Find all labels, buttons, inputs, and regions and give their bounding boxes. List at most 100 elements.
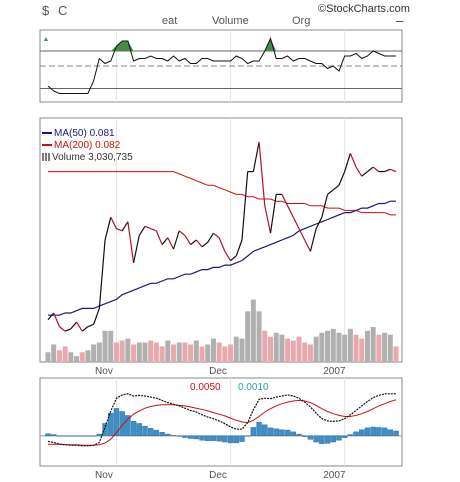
macd-histogram-bar bbox=[142, 425, 148, 437]
volume-bar bbox=[153, 342, 159, 362]
macd-histogram-bar bbox=[284, 429, 291, 437]
volume-bar bbox=[142, 342, 148, 362]
price-segment bbox=[355, 166, 363, 177]
macd-histogram-bar bbox=[187, 435, 194, 439]
price-segment bbox=[327, 189, 334, 195]
legend-ma50-value: 0.081 bbox=[89, 128, 115, 139]
price-segment bbox=[241, 171, 249, 241]
macd-histogram-bar bbox=[370, 426, 376, 437]
macd-histogram-bar bbox=[102, 423, 108, 437]
price-segment bbox=[218, 237, 226, 252]
price-panel bbox=[39, 117, 403, 363]
volume-bar bbox=[370, 326, 376, 362]
volume-bar bbox=[74, 356, 80, 362]
macd-histogram-bar bbox=[319, 435, 325, 445]
macd-histogram-bar bbox=[176, 435, 182, 437]
price-segment bbox=[332, 184, 340, 191]
legend-volume: Volume 3,030,735 bbox=[42, 152, 133, 163]
price-segment bbox=[252, 141, 260, 172]
macd-histogram-bar bbox=[381, 427, 388, 437]
macd-histogram-bar bbox=[364, 427, 371, 437]
macd-histogram-bar bbox=[250, 427, 257, 437]
volume-bar bbox=[113, 342, 119, 362]
volume-bar bbox=[296, 336, 302, 362]
macd-histogram-bar bbox=[108, 413, 114, 437]
price-segment bbox=[213, 232, 220, 239]
price-segment bbox=[361, 171, 368, 177]
volume-bar bbox=[359, 338, 365, 362]
volume-bar bbox=[307, 344, 313, 362]
volume-bar bbox=[56, 350, 62, 362]
price-segment bbox=[298, 228, 306, 241]
macd-histogram-bar bbox=[85, 435, 91, 437]
volume-bar bbox=[182, 342, 188, 362]
brand-link[interactable]: ©StockCharts.com bbox=[318, 3, 410, 15]
volume-bar bbox=[205, 344, 211, 362]
price-x-tick-label: 2007 bbox=[323, 366, 346, 377]
volume-bar bbox=[273, 332, 279, 362]
legend-ma50: MA(50) 0.081 bbox=[42, 128, 115, 139]
macd-histogram-bar bbox=[341, 435, 348, 438]
volume-bar bbox=[228, 344, 234, 362]
price-x-tick-label: Nov bbox=[95, 366, 113, 377]
volume-bar bbox=[176, 342, 182, 362]
symbol-glyph: $ bbox=[42, 3, 50, 18]
volume-bar bbox=[125, 338, 131, 362]
macd-histogram-bar bbox=[256, 421, 262, 437]
legend-ma200: MA(200) 0.082 bbox=[42, 140, 120, 151]
volume-bar bbox=[325, 330, 331, 362]
volume-bar bbox=[319, 332, 325, 362]
macd-histogram-bar bbox=[273, 428, 279, 437]
osc-marker-icon bbox=[44, 37, 48, 41]
price-segment bbox=[127, 221, 135, 263]
macd-histogram-bar bbox=[233, 435, 239, 444]
tab-label-eat[interactable]: eat bbox=[162, 15, 178, 27]
volume-bar bbox=[62, 346, 68, 362]
tab-label-org[interactable]: Org bbox=[292, 15, 311, 27]
price-segment bbox=[309, 228, 317, 252]
macd-histogram-bar bbox=[199, 435, 205, 441]
volume-bar bbox=[290, 340, 296, 362]
macd-histogram-bar bbox=[290, 431, 297, 437]
ma50-swatch-icon bbox=[42, 132, 52, 135]
macd-histogram-bar bbox=[324, 435, 331, 444]
volume-bar bbox=[245, 311, 251, 362]
macd-histogram-bar bbox=[239, 435, 245, 442]
price-segment bbox=[372, 166, 380, 173]
price-segment bbox=[264, 205, 272, 234]
price-segment bbox=[116, 228, 123, 232]
macd-histogram-bar bbox=[96, 433, 103, 437]
volume-bar bbox=[51, 344, 57, 362]
tab-label-volume[interactable]: Volume bbox=[212, 15, 249, 27]
macd-histogram-bar bbox=[147, 428, 154, 437]
macd-histogram-bar bbox=[216, 435, 222, 442]
legend-volume-value: 3,030,735 bbox=[88, 152, 133, 163]
macd-line bbox=[47, 393, 396, 447]
volume-bar bbox=[342, 334, 348, 362]
legend-volume-label: Volume bbox=[52, 152, 86, 163]
macd-value-b: 0.0010 bbox=[238, 382, 269, 393]
volume-bar bbox=[131, 344, 137, 362]
volume-bar bbox=[91, 344, 97, 362]
volume-bar bbox=[336, 332, 342, 362]
price-segment bbox=[87, 323, 94, 328]
price-segment bbox=[76, 321, 83, 332]
legend-ma200-label: MA(200) bbox=[54, 140, 93, 151]
legend-ma50-label: MA(50) bbox=[54, 128, 87, 139]
macd-histogram-bar bbox=[90, 435, 97, 437]
price-segment bbox=[64, 328, 72, 332]
macd-histogram-bar bbox=[347, 434, 354, 437]
price-segment bbox=[155, 230, 163, 245]
volume-bar bbox=[165, 340, 171, 362]
price-segment bbox=[110, 216, 117, 229]
price-segment bbox=[138, 226, 146, 236]
menu-icon[interactable]: – bbox=[396, 13, 404, 28]
volume-bar bbox=[171, 344, 177, 362]
macd-histogram-bar bbox=[210, 435, 217, 441]
macd-histogram-bar bbox=[170, 435, 177, 437]
macd-histogram-bar bbox=[165, 433, 171, 437]
price-segment bbox=[184, 235, 192, 245]
macd-histogram-bar bbox=[51, 434, 57, 437]
volume-bar bbox=[387, 334, 393, 362]
price-segment bbox=[344, 153, 351, 172]
